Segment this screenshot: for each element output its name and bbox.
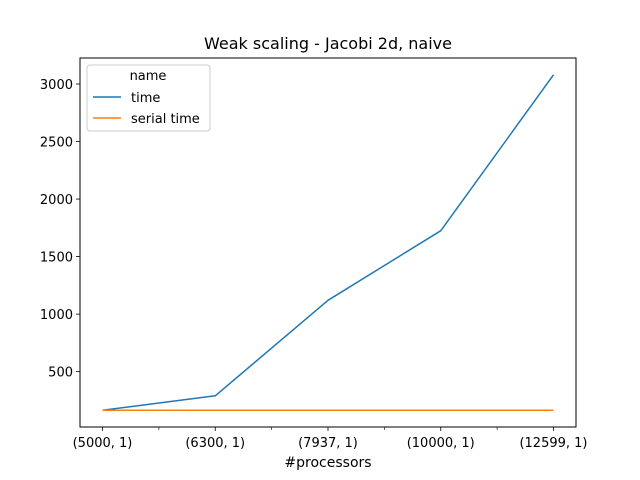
legend-entries: time serial time — [93, 91, 200, 127]
legend-label-1: serial time — [131, 112, 200, 127]
x-tick-label: (5000, 1) — [73, 436, 133, 451]
series-line-0 — [102, 74, 555, 411]
legend-label-0: time — [131, 91, 160, 106]
x-tick-label: (6300, 1) — [185, 436, 245, 451]
y-tick-label: 500 — [48, 366, 73, 381]
x-axis: (5000, 1) (6300, 1) (7937, 1) (10000, 1) (12… — [73, 427, 588, 451]
y-tick-label: 1000 — [40, 308, 73, 323]
y-tick-label: 3000 — [40, 78, 73, 93]
x-tick-label: (7937, 1) — [298, 436, 358, 451]
x-tick-label: (10000, 1) — [407, 436, 475, 451]
legend: name time serial time — [86, 64, 211, 132]
x-axis-label: #processors — [284, 455, 371, 471]
y-axis: 500 1000 1500 2000 2500 3000 — [40, 78, 80, 381]
y-tick-label: 1500 — [40, 251, 73, 266]
x-tick-label: (12599, 1) — [519, 436, 587, 451]
series-layer — [102, 74, 555, 411]
legend-title: name — [130, 69, 167, 84]
chart-title: Weak scaling - Jacobi 2d, naive — [204, 34, 452, 53]
y-tick-label: 2500 — [40, 136, 73, 151]
y-tick-label: 2000 — [40, 193, 73, 208]
legend-box — [86, 64, 211, 132]
